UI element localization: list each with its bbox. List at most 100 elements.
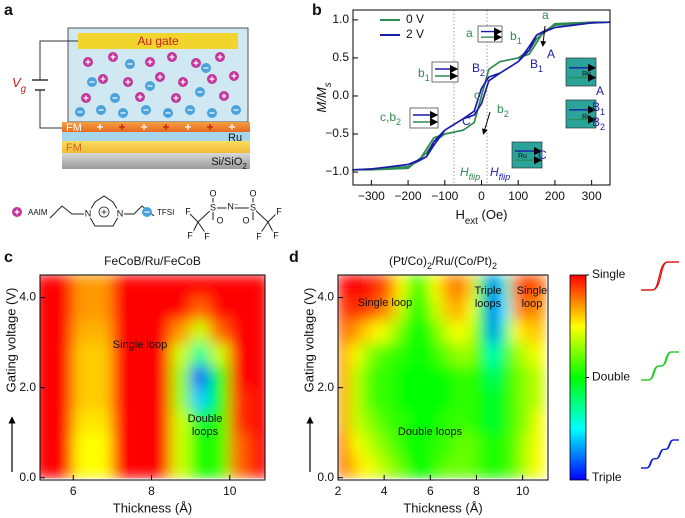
heatmap-cell (190, 387, 211, 411)
heatmap-cell (510, 364, 524, 389)
circuit-wire (39, 40, 78, 129)
heatmap-cell (209, 364, 231, 389)
heatmap-cell (72, 364, 94, 389)
x-tick-label: 4 (381, 484, 388, 498)
text-part: B (530, 57, 538, 71)
heatmap-cell (452, 454, 466, 479)
heatmap-cell (151, 297, 172, 321)
heatmap-cell (111, 342, 133, 366)
heatmap-cell (360, 364, 374, 389)
text-part: c,b (380, 110, 396, 124)
heatmap (40, 275, 265, 479)
region-label: Single (517, 285, 548, 297)
heatmap-cell (248, 409, 265, 434)
atom: F (273, 230, 279, 240)
heatmap-cell (92, 454, 113, 479)
heatmap-cell (349, 364, 362, 389)
heatmap-cell (406, 319, 420, 344)
panel-label: b (312, 2, 322, 19)
heatmap-cell (475, 454, 489, 479)
heatmap-cell (111, 432, 133, 456)
heatmap-cell (487, 342, 501, 366)
heatmap-cell (40, 275, 55, 299)
heatmap-cell (190, 319, 211, 344)
heatmap-cell (441, 342, 454, 366)
heatmap-cell (170, 432, 192, 456)
heatmap-cell (464, 432, 477, 456)
heatmap-cell (72, 454, 94, 479)
heatmap-cell (533, 342, 547, 366)
x-tick-label: 6 (427, 484, 434, 498)
heatmap-cell (406, 342, 420, 366)
heatmap-cell (338, 275, 351, 299)
heatmap-cell (475, 364, 489, 389)
text-part: 2 (504, 109, 509, 119)
x-tick-label: −200 (395, 189, 422, 203)
heatmap-cell (383, 432, 397, 456)
x-tick-label: 10 (516, 484, 530, 498)
heatmap-cell (131, 297, 153, 321)
heatmap-cell (338, 342, 351, 366)
heatmap-cell (111, 297, 133, 321)
heatmap-cell (372, 364, 385, 389)
heatmap-cell (441, 432, 454, 456)
heatmap-cell (72, 342, 94, 366)
region-label: Single loop (113, 339, 167, 351)
legend-label: 0 V (406, 12, 424, 26)
charge-ring (98, 206, 110, 218)
heatmap-cell (510, 409, 524, 434)
heatmap-cell (418, 364, 431, 389)
voltage-label: Vg (12, 75, 27, 95)
heatmap-cell (338, 319, 351, 344)
heatmap-cell (349, 432, 362, 456)
state-label: c,b2 (380, 110, 401, 127)
heatmap-cell (522, 297, 535, 321)
text-part: flip (469, 172, 481, 182)
heatmap-cell (395, 275, 408, 299)
heatmap-cell (170, 319, 192, 344)
text-part: B (472, 61, 480, 75)
heatmap-cell (395, 364, 408, 389)
heatmap-cell (429, 319, 443, 344)
heatmap-cell (499, 319, 512, 344)
heatmap-cell (499, 387, 512, 411)
heatmap-cell (441, 297, 454, 321)
x-tick-label: 8 (148, 484, 155, 498)
heatmap-cell (464, 297, 477, 321)
y-tick-label: 0.5 (332, 50, 349, 64)
heatmap-cell (53, 409, 74, 434)
text-part: Si/SiO (211, 156, 243, 168)
heatmap-cell (131, 409, 153, 434)
heatmap-cell (338, 409, 351, 434)
heatmap-cell (418, 387, 431, 411)
state-label: a (542, 8, 549, 22)
loop-icon (641, 261, 679, 291)
region-label: loops (192, 426, 219, 438)
heatmap-cell (40, 319, 55, 344)
text-part: B (592, 115, 600, 129)
gate-electrode (78, 33, 238, 49)
heatmap-cell (349, 297, 362, 321)
text-part: g (21, 84, 27, 95)
heatmap-cell (92, 342, 113, 366)
heatmap-cell (452, 297, 466, 321)
heatmap-cell (499, 409, 512, 434)
heatmap-cell (190, 297, 211, 321)
heatmap-cell (111, 275, 133, 299)
heatmap-cell (209, 454, 231, 479)
heatmap-cell (53, 319, 74, 344)
heatmap-clip (338, 275, 547, 479)
state-label: Ru (518, 153, 527, 160)
heatmap-cell (510, 297, 524, 321)
heatmap-cell (429, 364, 443, 389)
transition-arrow (481, 111, 491, 135)
heatmap-cell (338, 454, 351, 479)
region-label: loop (522, 298, 543, 310)
y-axis-label: Gating voltage (V) (3, 288, 18, 393)
heatmap-cell (360, 342, 374, 366)
x-tick-label: −300 (358, 189, 385, 203)
loop-curve (352, 21, 611, 171)
state-label: A (547, 47, 555, 61)
heatmap-cell (383, 342, 397, 366)
